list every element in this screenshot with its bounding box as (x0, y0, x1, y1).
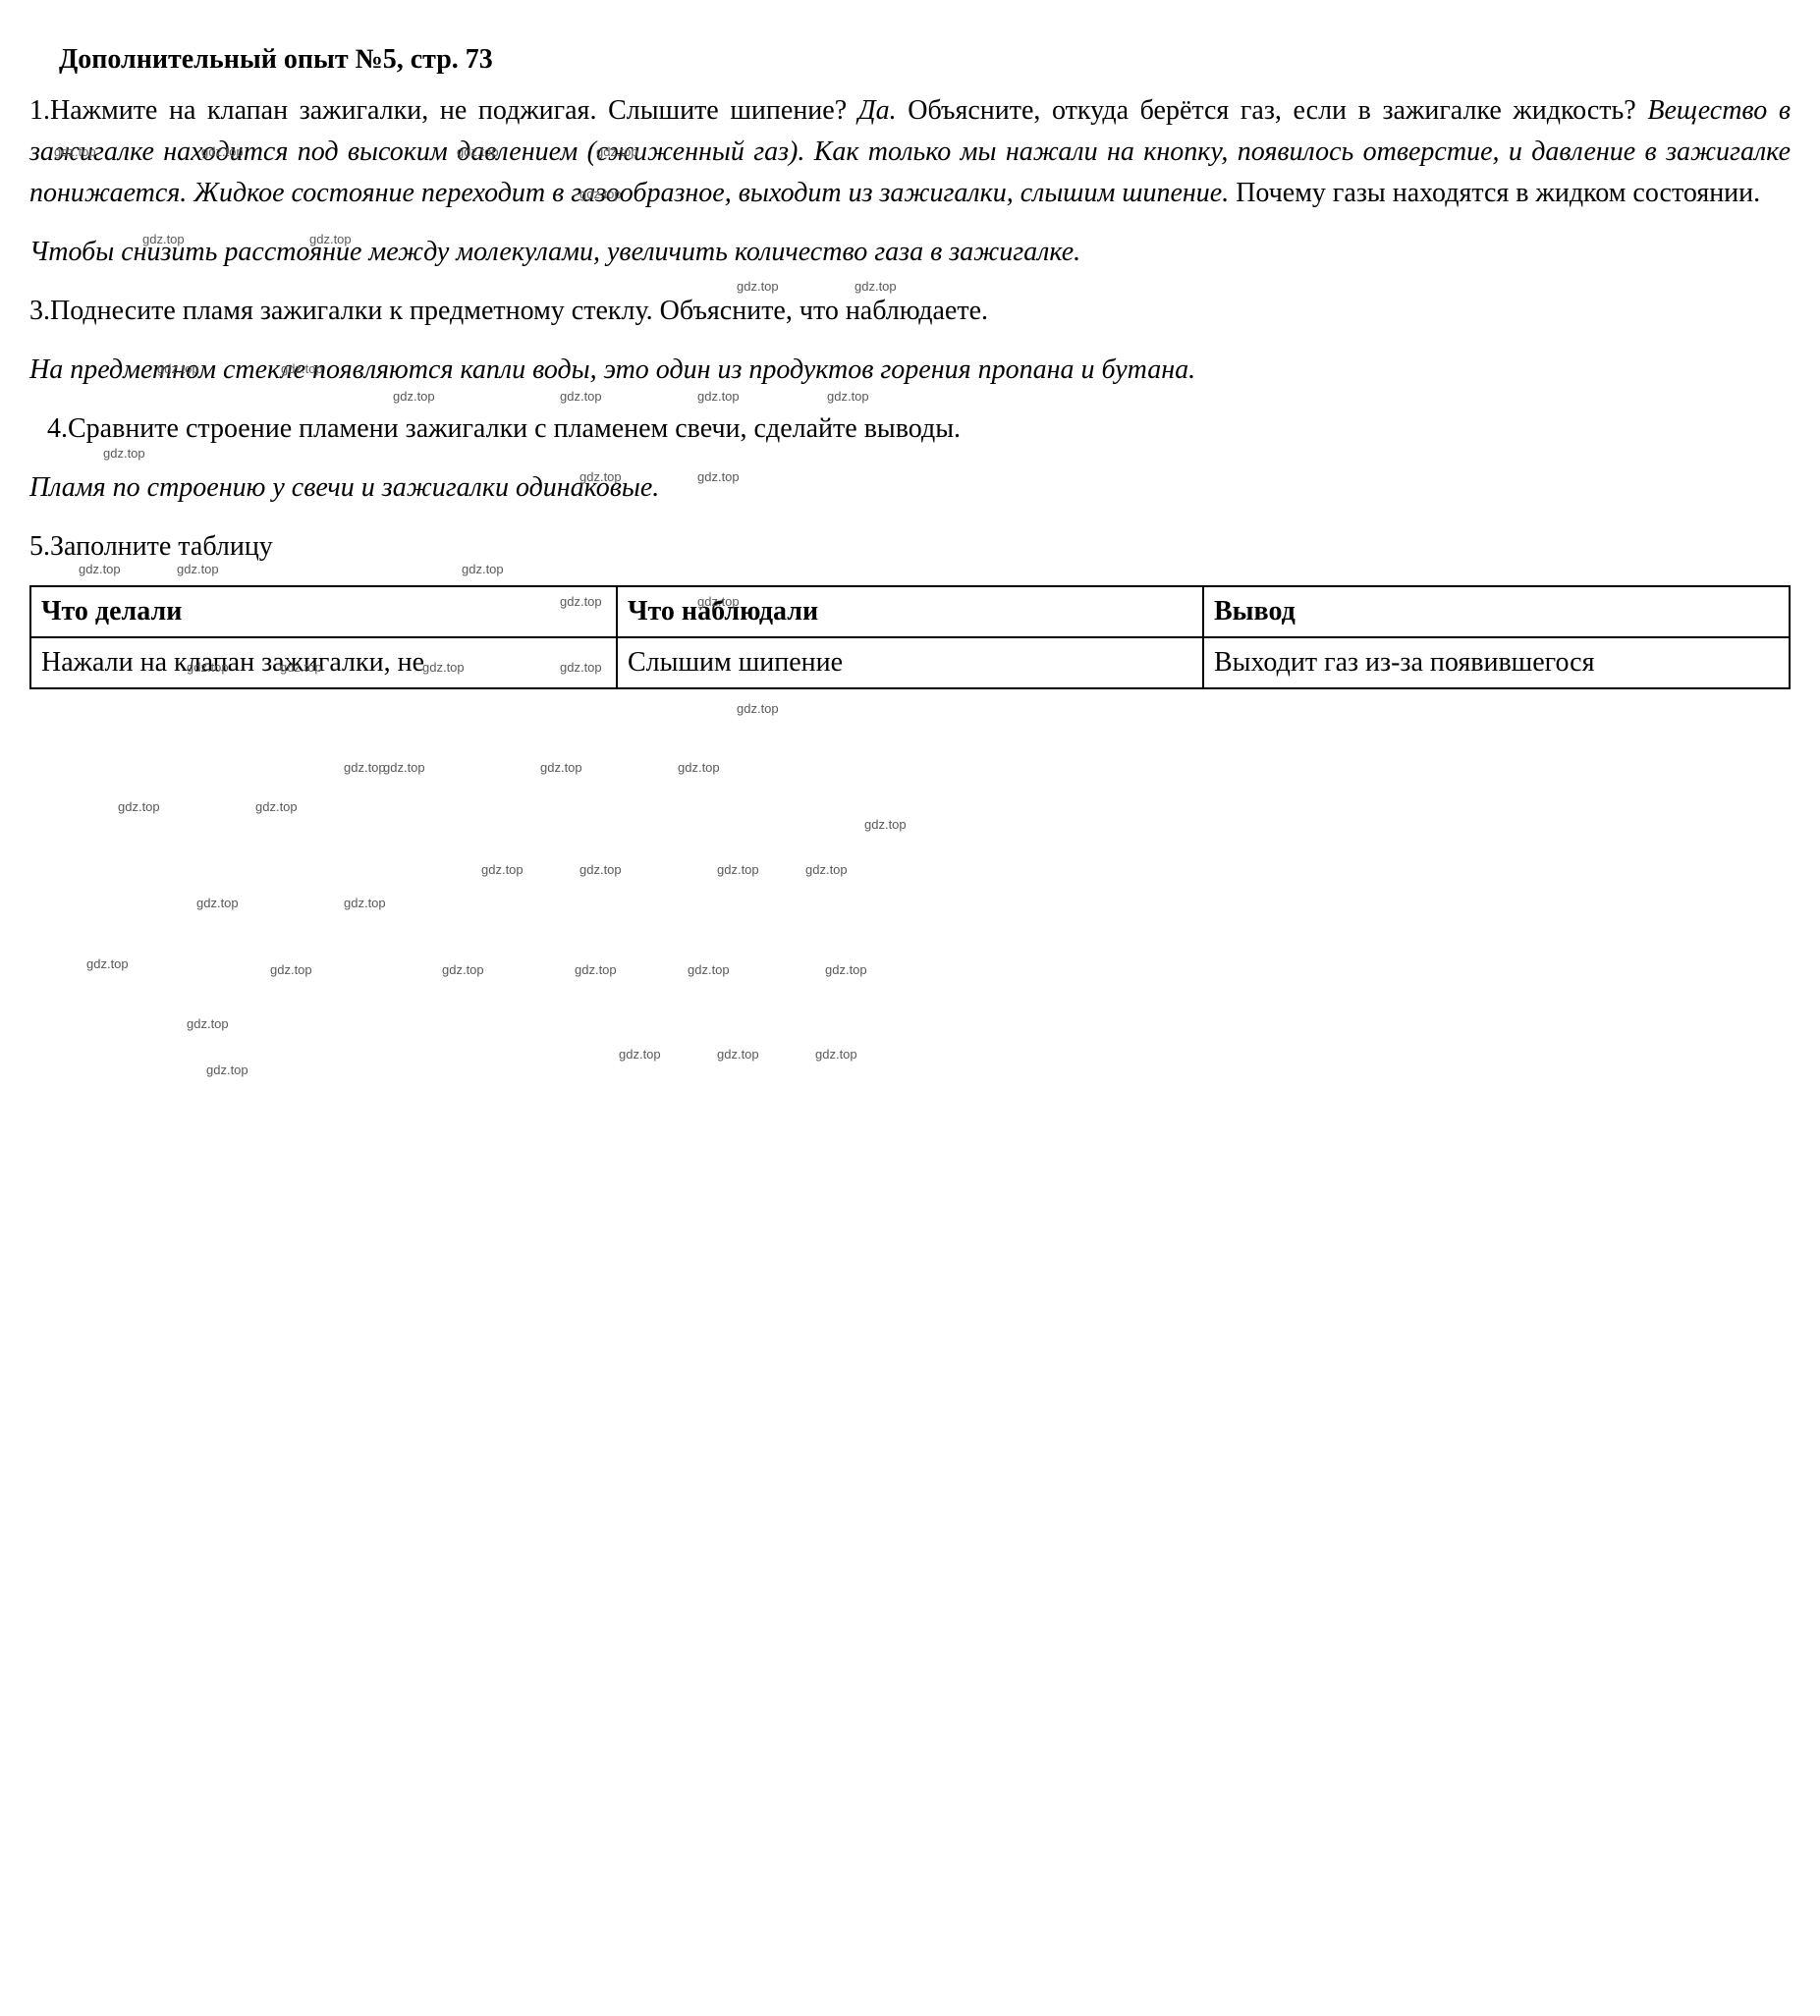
p1-a1: Да. (858, 95, 908, 126)
table-header-1: Что делали (30, 586, 617, 637)
watermark-text: gdz.top (678, 758, 720, 778)
page-title: Дополнительный опыт №5, стр. 73 (29, 39, 1791, 81)
table-header-row: Что делали Что наблюдали Вывод (30, 586, 1790, 637)
watermark-text: gdz.top (196, 894, 239, 913)
observations-table: Что делали Что наблюдали Вывод Нажали на… (29, 585, 1791, 689)
watermark-text: gdz.top (255, 797, 298, 817)
watermark-text: gdz.top (805, 860, 848, 880)
watermark-text: gdz.top (383, 758, 425, 778)
table-row: Нажали на клапан зажигалки, не Слышим ши… (30, 637, 1790, 688)
watermark-text: gdz.top (579, 860, 622, 880)
p1-q2: Объясните, откуда берётся газ, если в за… (908, 95, 1647, 126)
table-header-2: Что наблюдали (617, 586, 1203, 637)
watermark-text: gdz.top (825, 960, 867, 980)
table-cell-r1c3: Выходит газ из-за появившегося (1203, 637, 1790, 688)
p1-q1: 1.Нажмите на клапан зажигалки, не поджиг… (29, 95, 858, 126)
watermark-text: gdz.top (864, 815, 907, 835)
paragraph-3: 3.Поднесите пламя зажигалки к предметном… (29, 291, 1791, 332)
paragraph-3-answer: На предметном стекле появляются капли во… (29, 350, 1791, 391)
watermark-text: gdz.top (481, 860, 524, 880)
watermark-text: gdz.top (344, 894, 386, 913)
watermark-text: gdz.top (442, 960, 484, 980)
watermark-text: gdz.top (206, 1061, 248, 1080)
paragraph-5: 5.Заполните таблицу (29, 526, 1791, 568)
watermark-text: gdz.top (270, 960, 312, 980)
watermark-text: gdz.top (118, 797, 160, 817)
p1-q3: Почему газы находятся в жидком состоянии… (1236, 178, 1760, 208)
watermark-text: gdz.top (717, 860, 759, 880)
watermark-text: gdz.top (86, 954, 129, 974)
table-cell-r1c1: Нажали на клапан зажигалки, не (30, 637, 617, 688)
watermark-text: gdz.top (619, 1045, 661, 1064)
watermark-text: gdz.top (688, 960, 730, 980)
page: gdz.topgdz.topgdz.topgdz.topgdz.topgdz.t… (29, 39, 1791, 689)
table-header-3: Вывод (1203, 586, 1790, 637)
paragraph-4: 4.Сравните строение пламени зажигалки с … (29, 409, 1791, 450)
watermark-text: gdz.top (187, 1014, 229, 1034)
paragraph-4-answer: Пламя по строению у свечи и зажигалки од… (29, 467, 1791, 509)
watermark-text: gdz.top (815, 1045, 857, 1064)
watermark-text: gdz.top (575, 960, 617, 980)
watermark-text: gdz.top (540, 758, 582, 778)
watermark-text: gdz.top (344, 758, 386, 778)
paragraph-2-answer: Чтобы снизить расстояние между молекулам… (29, 232, 1791, 273)
paragraph-1: 1.Нажмите на клапан зажигалки, не поджиг… (29, 90, 1791, 214)
table-cell-r1c2: Слышим шипение (617, 637, 1203, 688)
watermark-text: gdz.top (717, 1045, 759, 1064)
watermark-text: gdz.top (737, 699, 779, 719)
